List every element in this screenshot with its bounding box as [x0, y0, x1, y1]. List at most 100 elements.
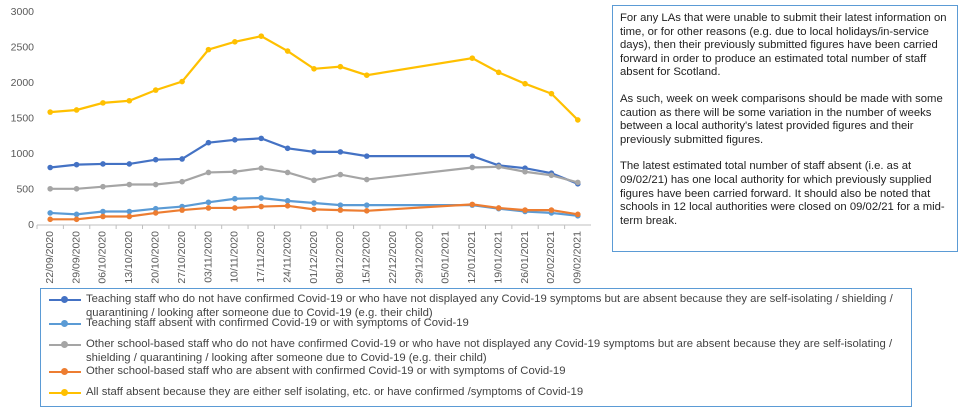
point [311, 200, 317, 206]
y-tick-label: 2000 [11, 77, 35, 89]
point [495, 69, 502, 76]
point [205, 46, 212, 53]
point [73, 161, 80, 168]
point [258, 165, 265, 171]
x-tick-label: 03/11/2020 [202, 231, 214, 283]
point [100, 100, 106, 106]
point [469, 201, 476, 208]
point [100, 161, 106, 167]
point [522, 168, 528, 175]
point [311, 66, 317, 72]
point [179, 178, 185, 185]
point [100, 183, 106, 190]
note-box: For any LAs that were unable to submit t… [612, 5, 958, 252]
legend-swatch [49, 368, 81, 375]
point [47, 164, 53, 171]
legend-entry: All staff absent because they are either… [49, 386, 906, 400]
point [311, 206, 317, 213]
point [575, 179, 581, 186]
x-tick-label: 24/11/2020 [281, 231, 293, 283]
point [363, 202, 370, 208]
x-tick-label: 26/01/2021 [519, 231, 531, 284]
point [179, 156, 185, 162]
note-paragraph: For any LAs that were unable to submit t… [620, 12, 947, 79]
series-line [50, 203, 578, 221]
x-tick-label: 17/11/2020 [255, 231, 267, 283]
point [100, 208, 106, 215]
point [73, 216, 80, 223]
point [126, 161, 133, 167]
point [363, 176, 370, 183]
point [179, 78, 185, 85]
legend-swatch [49, 389, 81, 396]
legend: Teaching staff who do not have confirmed… [40, 288, 912, 407]
note-paragraph: As such, week on week comparisons should… [620, 92, 943, 146]
x-tick-label: 13/10/2020 [123, 231, 135, 284]
y-tick-label: 1500 [11, 112, 35, 124]
point [73, 211, 80, 218]
point [258, 203, 265, 210]
point [469, 55, 476, 61]
point [232, 39, 238, 45]
point [152, 87, 159, 93]
series-line [50, 137, 579, 185]
point [258, 135, 265, 142]
x-tick-label: 29/09/2020 [70, 231, 82, 284]
legend-label: Teaching staff who do not have confirmed… [86, 293, 893, 319]
y-tick-label: 1000 [11, 148, 35, 160]
point [179, 207, 185, 213]
y-tick-label: 500 [16, 183, 34, 195]
x-tick-label: 02/02/2021 [545, 231, 557, 284]
point [548, 172, 555, 179]
point [575, 211, 581, 218]
point [337, 63, 344, 70]
point [575, 117, 581, 123]
point [522, 207, 528, 213]
x-tick-label: 01/12/2020 [308, 231, 320, 284]
point [126, 97, 133, 104]
legend-entry: Other school-based staff who do not have… [49, 338, 906, 365]
point [363, 72, 370, 78]
legend-swatch [49, 296, 81, 303]
point [311, 149, 317, 155]
legend-swatch [49, 320, 81, 327]
y-tick-label: 3000 [11, 6, 35, 18]
point [469, 164, 476, 171]
point [495, 163, 502, 170]
point [73, 185, 80, 192]
point [152, 210, 159, 216]
x-tick-label: 06/10/2020 [97, 231, 109, 284]
point [232, 168, 238, 175]
y-tick-label: 0 [28, 219, 34, 231]
point [152, 205, 159, 212]
point [495, 205, 502, 211]
point [126, 181, 133, 188]
point [205, 199, 212, 206]
point [548, 90, 555, 97]
y-tick-label: 2500 [11, 41, 35, 53]
point [258, 195, 265, 201]
legend-entry: Other school-based staff who are absent … [49, 365, 906, 379]
x-tick-label: 09/02/2021 [572, 231, 584, 284]
point [258, 33, 265, 39]
point [47, 185, 53, 192]
series-line [50, 34, 579, 121]
point [100, 213, 106, 220]
note-paragraph: The latest estimated total number of sta… [620, 160, 945, 227]
point [73, 107, 80, 113]
x-tick-label: 29/12/2020 [413, 231, 425, 284]
x-tick-label: 22/09/2020 [44, 231, 56, 284]
legend-label: Teaching staff absent with confirmed Cov… [86, 317, 469, 329]
chart: 0 500 1000 1500 2000 2500 3000 22/09/2020 29/09/… [11, 6, 591, 284]
point [232, 195, 238, 202]
point [284, 198, 291, 204]
x-tick-label: 15/12/2020 [361, 231, 373, 284]
point [311, 177, 317, 184]
legend-label: All staff absent because they are either… [86, 386, 584, 398]
x-tick-label: 05/01/2021 [440, 231, 452, 284]
point [284, 203, 291, 209]
legend-entry: Teaching staff absent with confirmed Cov… [49, 317, 906, 331]
point [47, 210, 53, 216]
legend-label: Other school-based staff who are absent … [86, 365, 566, 377]
